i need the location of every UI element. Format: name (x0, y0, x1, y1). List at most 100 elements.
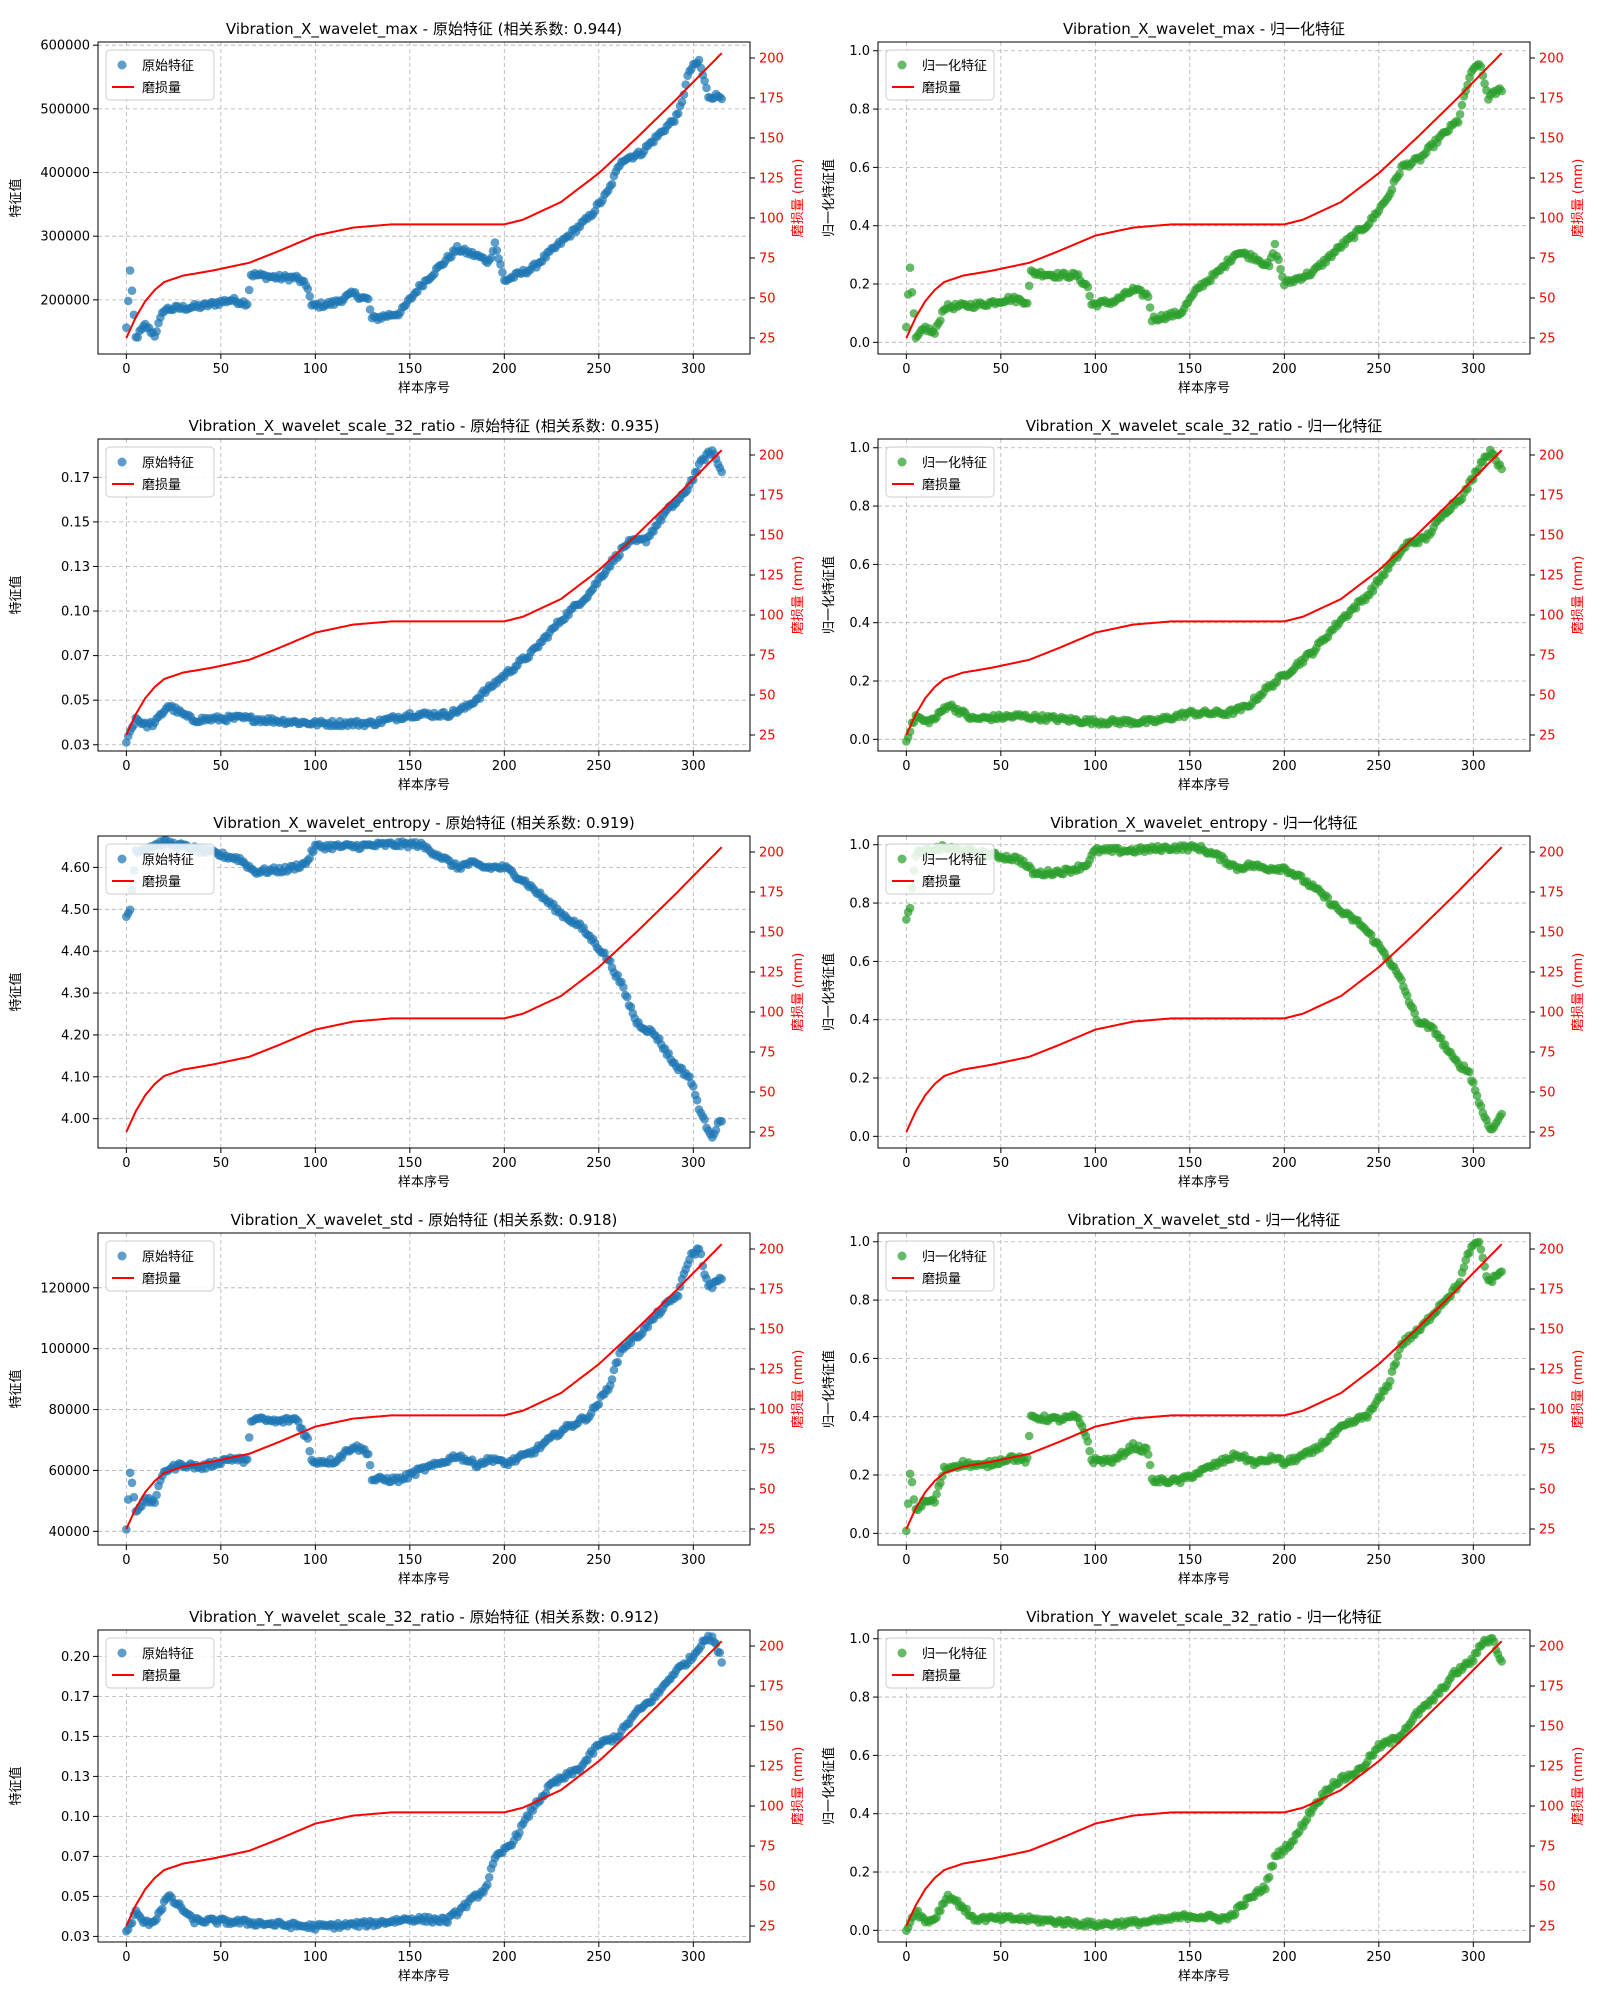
y2-tick-label: 175 (759, 1680, 784, 1695)
x-tick-label: 100 (1083, 759, 1108, 774)
scatter-point (619, 983, 628, 992)
x-tick-label: 0 (122, 1553, 130, 1568)
subplot-9: 0 50 100 150 200 250 3000.030.050.070.100.130.… (8, 1608, 806, 1984)
x-axis: 0 50 100 150 200 250 300 (122, 1545, 706, 1568)
scatter-point (930, 1498, 939, 1507)
scatter-point (309, 847, 318, 856)
x-tick-label: 150 (1177, 759, 1202, 774)
axes-frame (877, 1629, 1531, 1943)
x-tick-label: 300 (681, 1553, 706, 1568)
scatter-point (492, 246, 502, 255)
legend-marker-scatter (897, 457, 907, 467)
scatter-point (936, 316, 945, 325)
legend-label-line: 磨损量 (142, 478, 181, 493)
scatter-point (125, 1468, 135, 1478)
y2-tick-label: 50 (759, 1483, 776, 1498)
scatter-point (717, 1274, 726, 1284)
x-tick-label: 300 (681, 759, 706, 774)
chart-title: Vibration_X_wavelet_entropy - 归一化特征 (1050, 814, 1357, 833)
y2-axis: 25 50 75 100 125 150 175 200 (1530, 1243, 1564, 1538)
y-tick-label: 0.03 (61, 738, 90, 753)
y2-tick-label: 25 (1539, 1920, 1556, 1935)
grid (878, 836, 1530, 1148)
scatter-point (607, 179, 617, 189)
y-axis-label: 归一化特征值 (821, 953, 837, 1031)
scatter-point (498, 268, 507, 277)
axes-frame (877, 41, 1531, 355)
scatter-point (484, 1873, 494, 1882)
y-tick-label: 1.0 (849, 838, 870, 853)
scatter-point (930, 329, 939, 338)
legend-label-scatter: 原始特征 (142, 1250, 194, 1265)
x-tick-label: 0 (902, 1553, 910, 1568)
x-tick-label: 200 (492, 759, 517, 774)
legend-label-line: 磨损量 (922, 478, 961, 493)
scatter-point (1463, 80, 1472, 90)
y2-tick-label: 75 (759, 1840, 776, 1855)
y2-tick-label: 100 (759, 609, 784, 624)
scatter-point (932, 1913, 941, 1922)
scatter-point (123, 296, 133, 306)
legend-label-line: 磨损量 (922, 875, 961, 890)
scatter-point (907, 288, 917, 297)
y2-tick-label: 150 (1539, 1720, 1564, 1735)
scatter-point (932, 1489, 941, 1499)
y-tick-label: 0.05 (61, 1890, 90, 1905)
subplot-3: 0 50 100 150 200 250 3000.030.050.070.100.130.… (8, 417, 806, 793)
x-tick-label: 150 (397, 759, 422, 774)
scatter-series (122, 55, 726, 342)
y-tick-label: 40000 (49, 1525, 90, 1540)
y-tick-label: 0.15 (61, 515, 90, 530)
y-tick-label: 120000 (40, 1281, 90, 1296)
y-axis: 0.03 0.05 0.07 0.10 0.13 0.15 0.17 (61, 471, 98, 753)
y2-tick-label: 100 (759, 1800, 784, 1815)
scatter-point (1395, 169, 1404, 178)
x-tick-label: 300 (1461, 362, 1486, 377)
y-tick-label: 1.0 (849, 44, 870, 59)
subplot-1: 0 50 100 150 200 250 300 200000 300000 400000 5000… (8, 20, 806, 396)
x-tick-label: 50 (213, 362, 230, 377)
y-tick-label: 0.17 (61, 471, 90, 486)
subplot-7: 0 50 100 150 200 250 300 40000 60000 80000 100000 1… (8, 1211, 806, 1587)
y2-axis-label: 磨损量 (mm) (791, 1747, 806, 1826)
axes-frame (97, 835, 751, 1149)
scatter-point (305, 853, 315, 863)
scatter-point (1270, 239, 1280, 249)
y-tick-label: 4.10 (61, 1070, 90, 1085)
y-tick-label: 0.4 (849, 1410, 870, 1425)
scatter-point (1145, 1460, 1155, 1470)
legend-label-line: 磨损量 (922, 1669, 961, 1684)
axes-frame (97, 41, 751, 355)
grid (878, 1630, 1530, 1942)
x-tick-label: 0 (122, 1950, 130, 1965)
scatter-point (490, 238, 500, 247)
y2-tick-label: 100 (1539, 1006, 1564, 1021)
y2-tick-label: 75 (1539, 252, 1556, 267)
legend-label-line: 磨损量 (922, 1272, 961, 1287)
y-tick-label: 0.2 (849, 1866, 870, 1881)
y-tick-label: 0.0 (849, 733, 870, 748)
y2-tick-label: 125 (1539, 966, 1564, 981)
wear-curve-line (905, 846, 1503, 1133)
y-tick-label: 0.6 (849, 1749, 870, 1764)
y-tick-label: 0.8 (849, 103, 870, 118)
y-tick-label: 4.00 (61, 1112, 90, 1127)
scatter-point (363, 294, 373, 304)
x-tick-label: 300 (1461, 1156, 1486, 1171)
y-tick-label: 0.2 (849, 675, 870, 690)
scatter-point (483, 1880, 492, 1889)
legend-label-scatter: 原始特征 (142, 1647, 194, 1662)
subplot-5: 0 50 100 150 200 250 3004.004.104.204.304.404.… (8, 814, 806, 1190)
x-tick-label: 300 (681, 1950, 706, 1965)
x-tick-label: 50 (993, 1553, 1010, 1568)
y-tick-label: 0.4 (849, 616, 870, 631)
legend-label-line: 磨损量 (142, 81, 181, 96)
legend-label-line: 磨损量 (922, 81, 961, 96)
x-tick-label: 0 (122, 1156, 130, 1171)
y-tick-label: 1.0 (849, 441, 870, 456)
y2-tick-label: 125 (759, 966, 784, 981)
y2-tick-label: 125 (759, 1760, 784, 1775)
x-tick-label: 100 (303, 759, 328, 774)
